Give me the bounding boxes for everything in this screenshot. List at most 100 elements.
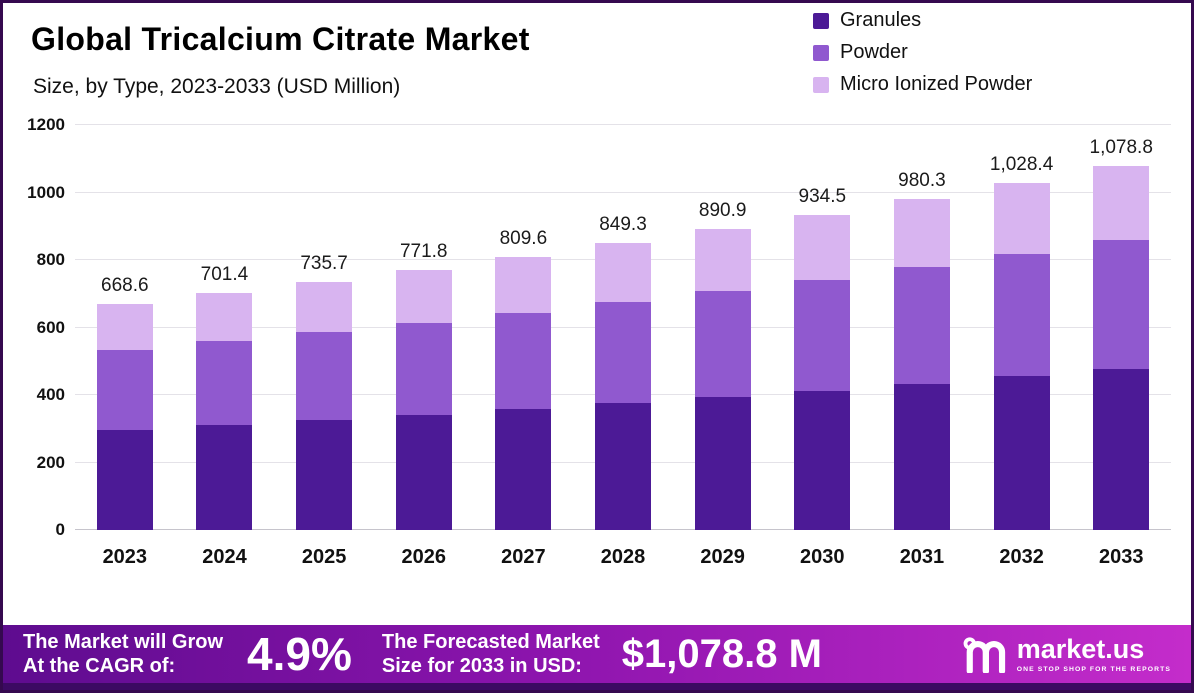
bar-segment-granules: [495, 409, 552, 530]
bar-segment-micro-ionized-powder: [595, 243, 652, 303]
bar-segment-micro-ionized-powder: [993, 182, 1050, 255]
bar-total-label: 771.8: [399, 240, 448, 262]
brand-name: market.us: [1016, 633, 1145, 664]
chart-title: Global Tricalcium Citrate Market: [31, 21, 530, 57]
bar-segment-powder: [893, 267, 950, 384]
bar-2030: 934.5: [794, 185, 851, 530]
y-tick-label: 600: [36, 317, 65, 337]
bar-segment-powder: [694, 291, 751, 397]
x-tick-label: 2026: [401, 546, 446, 568]
x-tick-label: 2029: [700, 546, 745, 568]
bar-segment-micro-ionized-powder: [196, 293, 253, 342]
forecast-value: $1,078.8 M: [621, 631, 822, 676]
y-tick-label: 400: [36, 385, 65, 404]
y-tick-label: 1200: [27, 115, 65, 134]
bar-cell: 735.7: [274, 125, 374, 530]
bar-total-label: 1,028.4: [989, 153, 1054, 175]
bar-segment-granules: [993, 376, 1050, 530]
bar-segment-powder: [993, 254, 1050, 377]
bar-cell: 934.5: [772, 125, 872, 530]
bar-2025: 735.7: [296, 253, 353, 530]
x-tick-label: 2031: [899, 546, 945, 568]
bar-total-label: 934.5: [798, 185, 847, 207]
legend-swatch-micro-ionized-powder: [813, 76, 829, 93]
cagr-label-line2: At the CAGR of:: [23, 655, 176, 677]
bar-total-label: 701.4: [200, 264, 249, 286]
bar-cell: 1,078.8: [1071, 125, 1171, 530]
bar-segment-granules: [694, 397, 751, 530]
bar-2029: 890.9: [694, 200, 751, 530]
bar-segment-granules: [794, 390, 851, 530]
x-tick-label: 2028: [600, 546, 646, 568]
bar-segment-micro-ionized-powder: [495, 256, 552, 313]
bar-2023: 668.6: [96, 275, 153, 530]
bar-total-label: 809.6: [499, 227, 548, 249]
bar-total-label: 980.3: [898, 170, 946, 192]
bar-segment-powder: [495, 312, 552, 410]
bar-segment-granules: [296, 420, 353, 530]
bar-total-label: 890.9: [698, 200, 747, 222]
bar-segment-powder: [96, 349, 153, 431]
bar-segment-granules: [96, 430, 153, 530]
gridline: [75, 191, 1171, 193]
legend-swatch-granules: [813, 12, 829, 29]
bar-2028: 849.3: [595, 214, 652, 530]
bar-segment-granules: [595, 403, 652, 530]
x-tick-label: 2025: [301, 546, 347, 568]
cagr-value: 4.9%: [247, 628, 352, 680]
y-tick-label: 200: [36, 452, 65, 472]
y-tick-label: 800: [36, 250, 65, 269]
legend-label: Powder: [840, 41, 908, 63]
bar-segment-powder: [296, 332, 353, 420]
header: Global Tricalcium Citrate Market Size, b…: [3, 3, 1191, 125]
y-axis: 0 200 400 600 800 1000 1200: [11, 115, 75, 625]
legend-item: Micro Ionized Powder: [813, 73, 1032, 96]
bar-cell: 980.3: [872, 125, 972, 530]
legend-item: Granules: [813, 9, 1032, 32]
bar-segment-micro-ionized-powder: [395, 269, 452, 323]
bar-total-label: 849.3: [599, 214, 647, 236]
bar-cell: 1,028.4: [972, 125, 1072, 530]
bar-segment-granules: [1093, 368, 1150, 530]
x-axis: 2023 2024 2025 2026 2027 2028 2029 2030 2031 2032…: [75, 530, 1171, 625]
chart-subtitle: Size, by Type, 2023-2033 (USD Million): [33, 75, 401, 98]
plot-area: 668.6 701.4 735.7 771.8 809.6 849.3 890.9 934.5…: [75, 124, 1171, 625]
cagr-label: The Market will Grow At the CAGR of:: [23, 630, 223, 679]
bar-2033: 1,078.8: [1090, 137, 1153, 530]
forecast-label: The Forecasted Market Size for 2033 in U…: [382, 630, 600, 679]
bar-segment-powder: [794, 279, 851, 391]
bar-2027: 809.6: [495, 227, 552, 530]
x-tick-label: 2027: [501, 546, 546, 568]
bar-segment-granules: [196, 425, 253, 530]
bottom-strip: [3, 683, 1191, 690]
bar-2026: 771.8: [395, 240, 452, 530]
legend-swatch-powder: [813, 44, 829, 61]
legend-label: Micro Ionized Powder: [840, 73, 1033, 95]
y-tick-label: 1000: [27, 182, 65, 202]
bar-cell: 809.6: [474, 125, 574, 530]
bars: 668.6 701.4 735.7 771.8 809.6 849.3 890.9 934.5…: [75, 125, 1171, 530]
bar-segment-powder: [196, 341, 253, 425]
bar-segment-micro-ionized-powder: [96, 304, 153, 350]
bar-2032: 1,028.4: [990, 154, 1053, 530]
banner: The Market will Grow At the CAGR of: 4.9…: [3, 625, 1191, 683]
x-tick-label: 2032: [999, 546, 1044, 568]
bar-segment-granules: [893, 383, 950, 530]
bar-segment-micro-ionized-powder: [296, 281, 353, 333]
brand: market.us ONE STOP SHOP FOR THE REPORTS: [961, 635, 1171, 673]
legend-item: Powder: [813, 41, 1032, 64]
bar-cell: 849.3: [573, 125, 673, 530]
bar-cell: 771.8: [374, 125, 474, 530]
y-tick-label: 0: [55, 520, 65, 539]
forecast-label-line1: The Forecasted Market: [381, 630, 600, 653]
bar-2031: 980.3: [893, 170, 950, 530]
bar-total-label: 668.6: [101, 275, 149, 297]
bar-segment-micro-ionized-powder: [893, 199, 950, 268]
bar-cell: 890.9: [673, 125, 773, 530]
bar-segment-granules: [395, 414, 452, 530]
bar-cell: 701.4: [175, 125, 275, 530]
x-tick-label: 2033: [1098, 546, 1144, 568]
bar-2024: 701.4: [196, 264, 253, 530]
market-us-logo-icon: [961, 635, 1007, 673]
